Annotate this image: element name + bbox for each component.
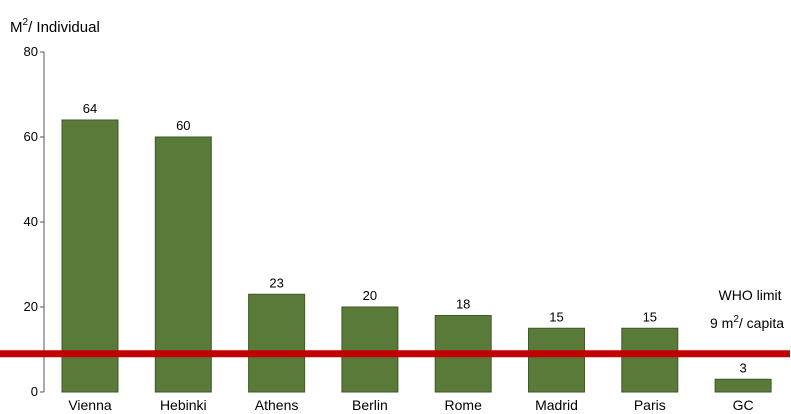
data-label: 15 <box>643 309 657 324</box>
bar-berlin <box>341 306 399 393</box>
category-label: GC <box>733 397 754 413</box>
who-limit-value-suffix: / capita <box>739 315 784 331</box>
bar-gc <box>714 378 772 393</box>
y-axis-title-base: M <box>10 19 23 36</box>
data-label: 18 <box>456 297 470 312</box>
bar-madrid <box>528 327 585 393</box>
category-label: Paris <box>634 397 666 413</box>
y-tick-label: 20 <box>24 299 38 314</box>
category-label: Athens <box>255 397 299 413</box>
who-limit-value-base: 9 m <box>710 315 733 331</box>
y-axis-title-superscript: 2 <box>23 17 29 28</box>
data-label: 60 <box>176 118 190 133</box>
data-label: 23 <box>269 275 283 290</box>
data-label: 20 <box>363 288 377 303</box>
bar-athens <box>248 293 306 393</box>
bar-vienna <box>61 119 119 393</box>
category-label: Vienna <box>68 397 112 413</box>
category-label: Berlin <box>352 397 388 413</box>
data-label: 64 <box>83 101 97 116</box>
who-limit-value-superscript: 2 <box>733 314 739 325</box>
who-limit-value: 9 m2/ capita <box>710 314 784 331</box>
y-tick-label: 0 <box>31 384 38 399</box>
y-tick-label: 80 <box>24 44 38 59</box>
y-axis-title: M2/ Individual <box>10 17 100 36</box>
y-tick-label: 40 <box>24 214 38 229</box>
y-axis-title-suffix: / Individual <box>28 19 100 36</box>
category-label: Rome <box>445 397 483 413</box>
data-label: 15 <box>549 309 563 324</box>
category-label: Madrid <box>535 397 578 413</box>
y-tick-label: 60 <box>24 129 38 144</box>
who-limit-label: WHO limit <box>719 287 782 303</box>
bar-paris <box>621 327 679 393</box>
category-label: Hebinki <box>160 397 207 413</box>
data-label: 3 <box>739 360 746 375</box>
bar-hebinki <box>154 136 212 393</box>
